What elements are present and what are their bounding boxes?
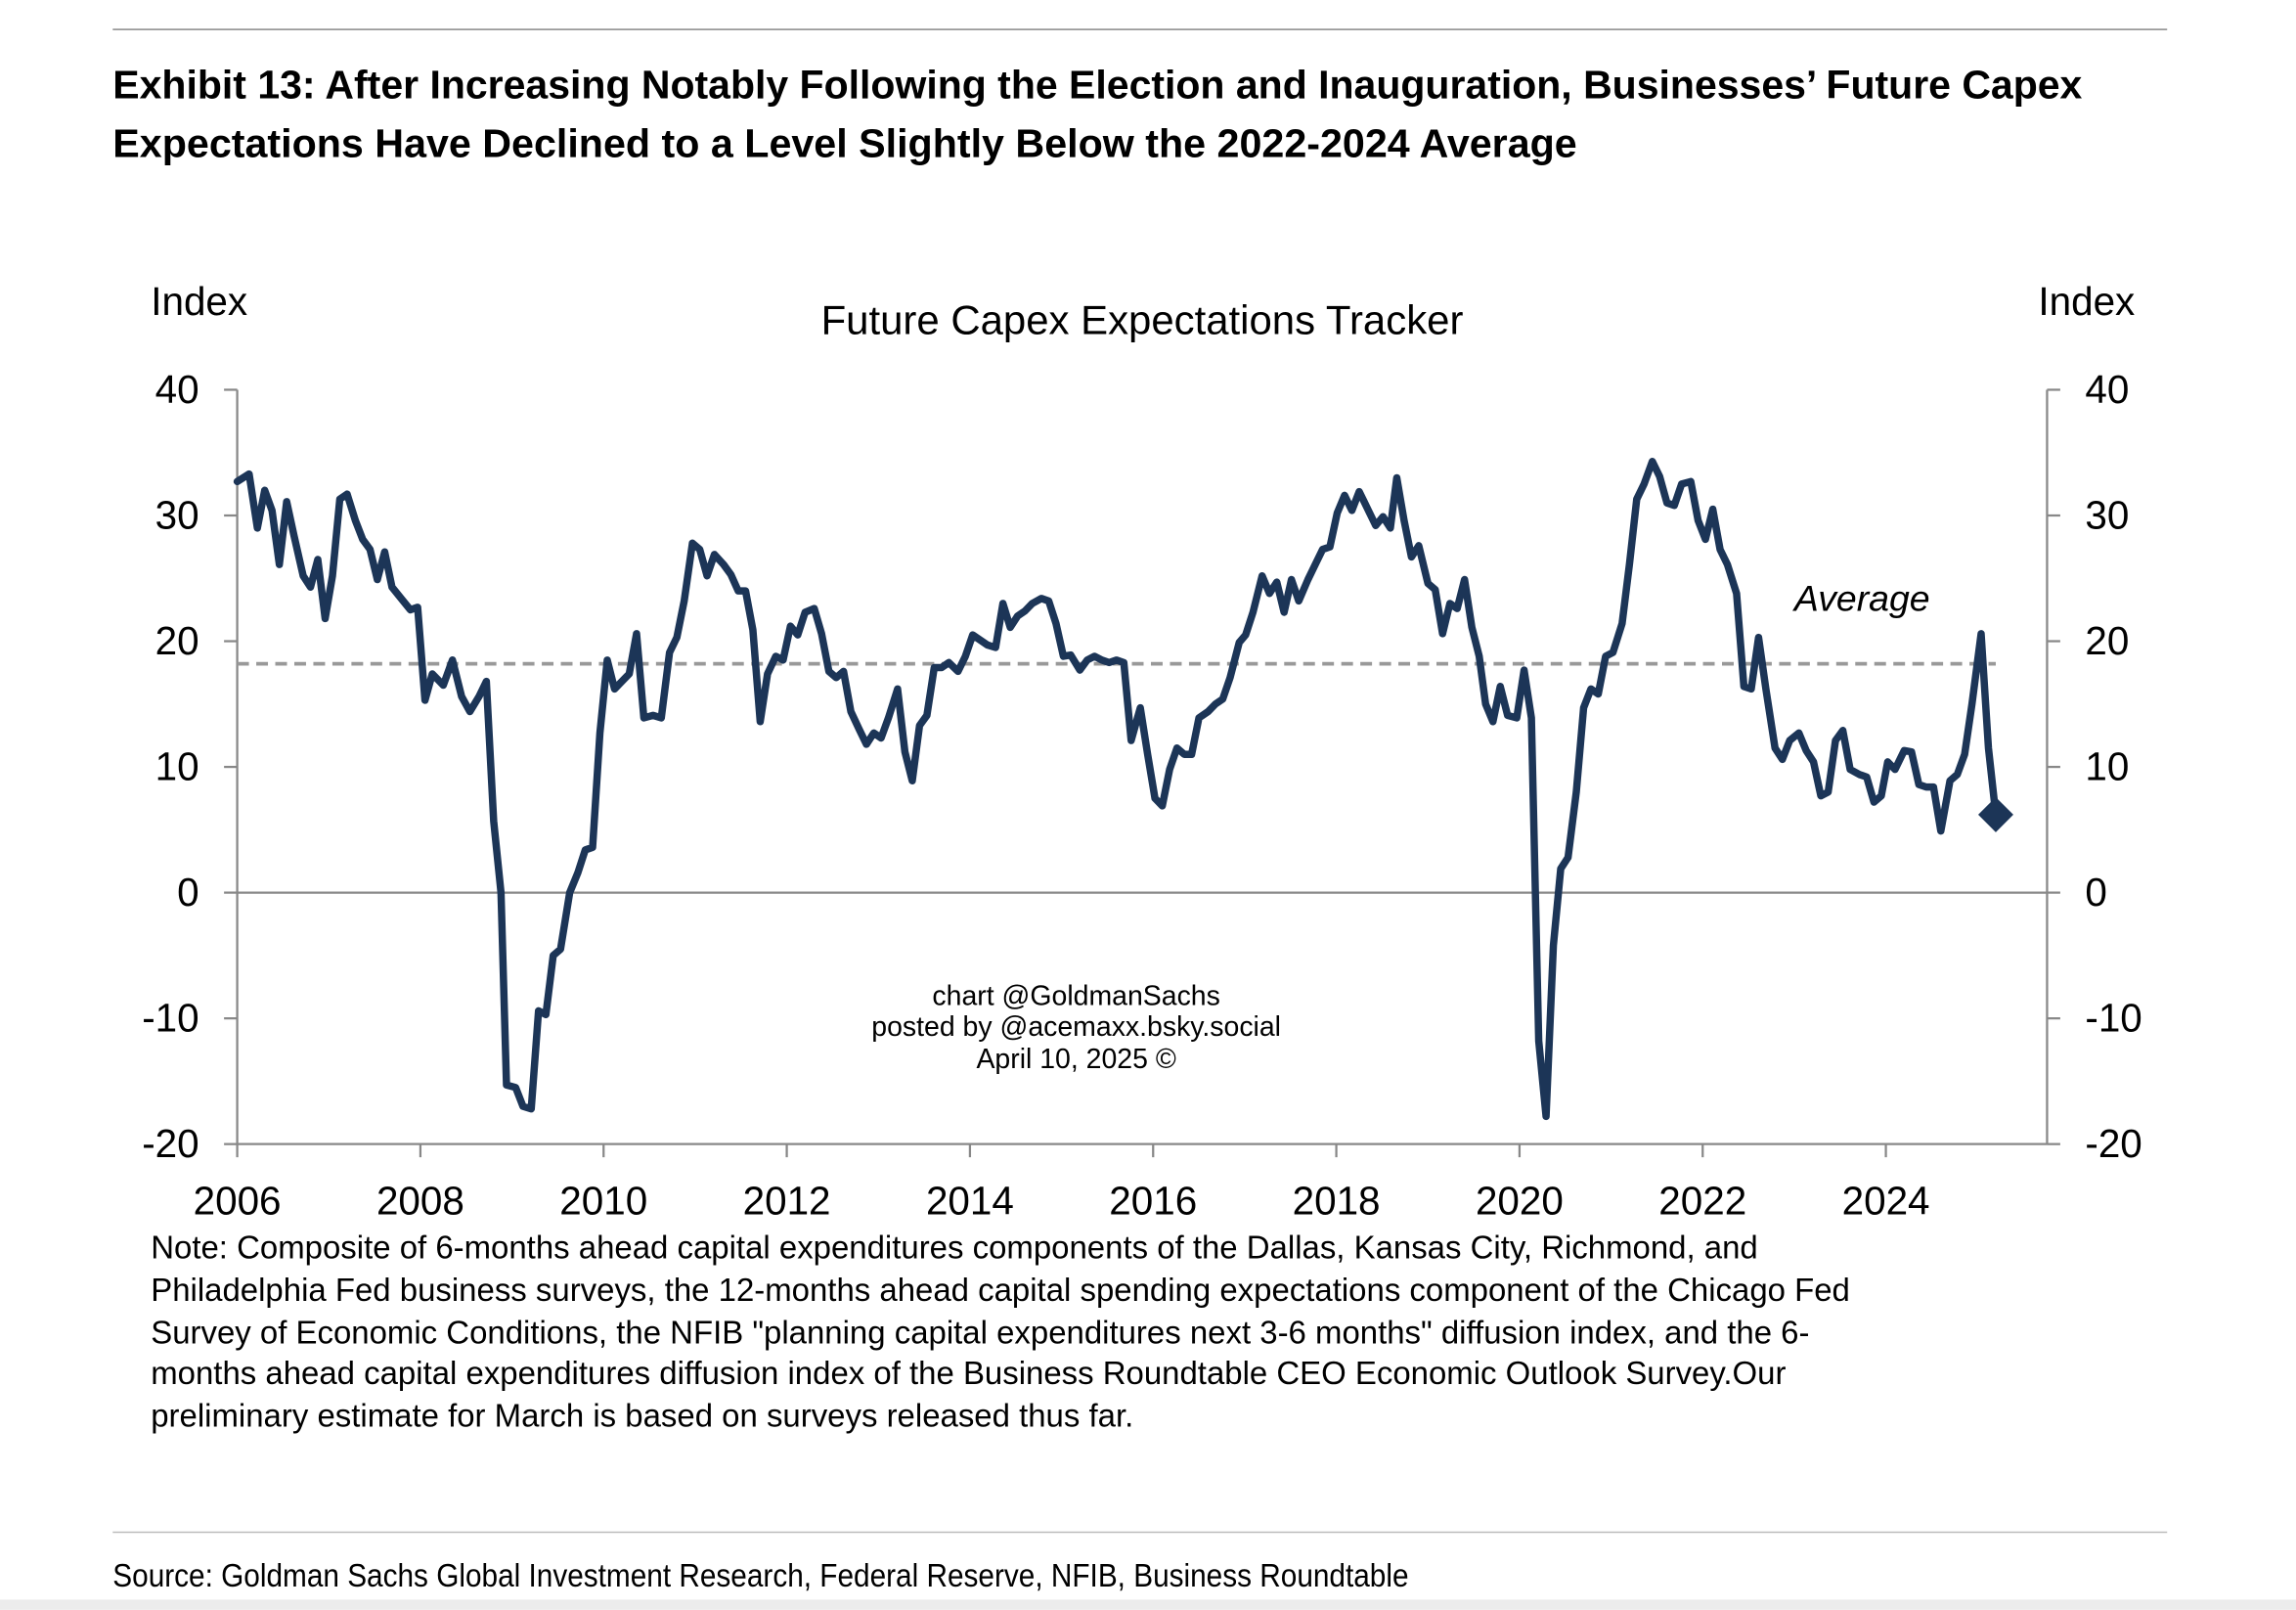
last-point-marker (1978, 796, 2013, 832)
y-tick-label: 0 (177, 870, 199, 915)
watermark-line: April 10, 2025 © (976, 1044, 1175, 1075)
x-tick-label: 2016 (1109, 1179, 1197, 1224)
y2-tick-label: 30 (2085, 492, 2129, 537)
x-tick-label: 2018 (1293, 1179, 1381, 1224)
x-tick-label: 2012 (743, 1179, 831, 1224)
note-line: Note: Composite of 6-months ahead capita… (151, 1229, 1758, 1265)
y-tick-label: 30 (155, 492, 199, 537)
x-tick-label: 2008 (376, 1179, 464, 1224)
note-line: Philadelphia Fed business surveys, the 1… (151, 1272, 1850, 1308)
y2-tick-label: 10 (2085, 744, 2129, 789)
y-axis-label: Index (151, 279, 247, 324)
chart-title: Future Capex Expectations Tracker (821, 297, 1464, 343)
y-tick-label: 10 (155, 744, 199, 789)
x-tick-label: 2024 (1842, 1179, 1930, 1224)
exhibit-title: Expectations Have Declined to a Level Sl… (112, 120, 1576, 165)
x-tick-label: 2014 (926, 1179, 1014, 1224)
watermark: chart @GoldmanSachs posted by @acemaxx.b… (871, 980, 1281, 1074)
bottom-strip (0, 1599, 2296, 1610)
y2-axis-label: Index (2038, 279, 2135, 324)
x-tick-label: 2010 (559, 1179, 647, 1224)
watermark-line: chart @GoldmanSachs (932, 980, 1219, 1011)
x-tick-label: 2020 (1476, 1179, 1564, 1224)
exhibit-title: Exhibit 13: After Increasing Notably Fol… (112, 62, 2083, 107)
y-tick-label: 40 (155, 367, 199, 412)
y-tick-label: 20 (155, 618, 199, 663)
y2-tick-label: 0 (2085, 870, 2106, 915)
y-tick-label: -20 (142, 1121, 199, 1166)
y2-tick-label: -10 (2085, 996, 2141, 1041)
x-tick-label: 2022 (1658, 1179, 1746, 1224)
y2-tick-label: 20 (2085, 618, 2129, 663)
average-label: Average (1792, 578, 1930, 619)
y2-tick-label: 40 (2085, 367, 2129, 412)
note-line: preliminary estimate for March is based … (151, 1398, 1133, 1434)
series-line (233, 457, 2000, 1121)
note-line: Survey of Economic Conditions, the NFIB … (151, 1314, 1809, 1350)
watermark-line: posted by @acemaxx.bsky.social (871, 1011, 1281, 1043)
note-line: months ahead capital expenditures diffus… (151, 1355, 1786, 1391)
y2-tick-label: -20 (2085, 1121, 2141, 1166)
y-tick-label: -10 (142, 996, 199, 1041)
source: Source: Goldman Sachs Global Investment … (112, 1557, 1408, 1593)
x-tick-label: 2006 (194, 1179, 282, 1224)
